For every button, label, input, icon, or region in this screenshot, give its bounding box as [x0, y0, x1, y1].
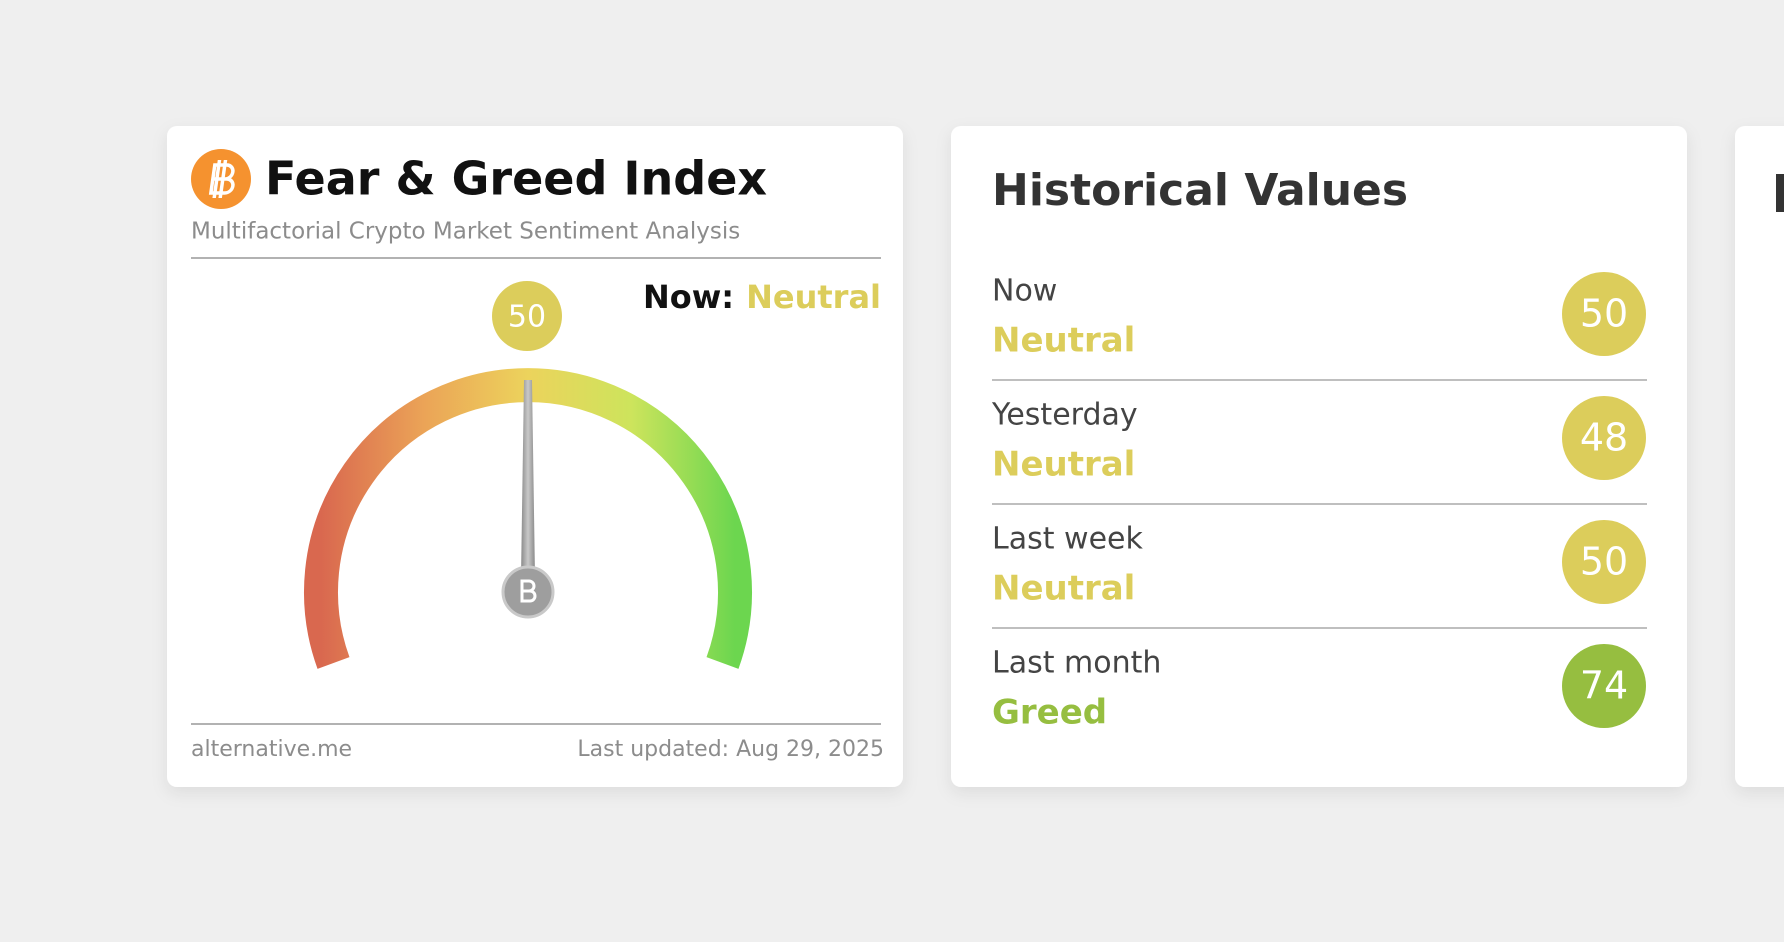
- cut-heading: [1776, 174, 1784, 212]
- bitcoin-glyph: [208, 160, 235, 198]
- history-list: Now Neutral 50 Yesterday Neutral 48 Last week N…: [991, 272, 1647, 733]
- card-subtitle: Multifactorial Crypto Market Sentiment A…: [191, 219, 740, 245]
- value-badge-text: 50: [508, 300, 546, 335]
- row-value: 74: [1580, 664, 1628, 708]
- row-label: Now: [992, 274, 1057, 309]
- row-label: Last week: [992, 522, 1143, 557]
- value-badge: [492, 281, 562, 351]
- now-label: Now:: [643, 278, 734, 316]
- row-classification: Neutral: [992, 445, 1135, 485]
- row-badge: [1562, 520, 1646, 604]
- source-link[interactable]: alternative.me: [191, 737, 352, 762]
- now-classification: Neutral: [746, 278, 881, 316]
- row-badge: [1562, 272, 1646, 356]
- row-label: Yesterday: [991, 398, 1138, 433]
- row-classification: Neutral: [992, 569, 1135, 609]
- card: [951, 126, 1687, 787]
- card-title: Historical Values: [992, 165, 1408, 216]
- row-badge: [1562, 644, 1646, 728]
- hub-glyph: [520, 579, 537, 603]
- row-classification: Neutral: [992, 321, 1135, 361]
- card: [1735, 126, 1784, 787]
- row-value: 50: [1580, 540, 1628, 584]
- row-badge: [1562, 396, 1646, 480]
- last-updated: Last updated: Aug 29, 2025: [577, 737, 884, 762]
- row-value: 48: [1580, 416, 1628, 460]
- row-classification: Greed: [992, 693, 1107, 733]
- gauge-needle: [521, 380, 535, 578]
- row-value: 50: [1580, 292, 1628, 336]
- row-label: Last month: [992, 646, 1161, 681]
- card-title: Fear & Greed Index: [265, 152, 767, 206]
